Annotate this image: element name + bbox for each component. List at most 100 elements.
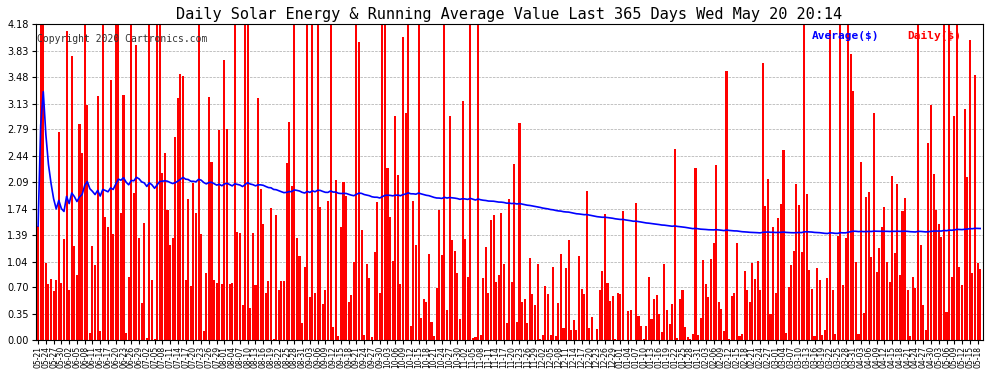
Bar	[617, 293, 619, 340]
Bar	[190, 286, 192, 340]
Bar	[469, 24, 471, 340]
Bar	[767, 179, 769, 340]
Bar	[824, 330, 826, 340]
Bar	[242, 304, 244, 340]
Bar	[601, 271, 603, 340]
Bar	[493, 215, 495, 340]
Bar	[164, 153, 166, 340]
Bar	[97, 96, 99, 340]
Bar	[229, 284, 231, 340]
Bar	[801, 252, 803, 340]
Bar	[158, 24, 160, 340]
Bar	[674, 150, 676, 340]
Bar	[338, 336, 340, 340]
Bar	[407, 24, 409, 340]
Bar	[280, 281, 282, 340]
Bar	[878, 248, 880, 340]
Bar	[234, 24, 236, 340]
Bar	[928, 143, 930, 340]
Bar	[546, 294, 549, 340]
Bar	[532, 294, 534, 340]
Bar	[886, 262, 888, 340]
Bar	[171, 237, 173, 340]
Bar	[394, 116, 396, 340]
Bar	[816, 268, 818, 340]
Bar	[588, 328, 590, 340]
Bar	[104, 217, 107, 340]
Bar	[249, 308, 251, 340]
Bar	[384, 24, 386, 340]
Bar	[604, 214, 606, 340]
Bar	[363, 335, 365, 340]
Bar	[259, 189, 261, 340]
Bar	[925, 330, 927, 340]
Bar	[868, 192, 870, 340]
Bar	[293, 24, 295, 340]
Bar	[399, 284, 402, 340]
Bar	[115, 24, 117, 340]
Bar	[94, 265, 96, 340]
Bar	[650, 319, 652, 340]
Bar	[979, 269, 981, 340]
Bar	[146, 338, 148, 340]
Bar	[671, 304, 673, 340]
Bar	[232, 283, 234, 340]
Bar	[107, 227, 109, 340]
Bar	[708, 297, 710, 340]
Bar	[607, 283, 609, 340]
Bar	[283, 281, 285, 340]
Bar	[347, 302, 349, 340]
Bar	[65, 31, 67, 340]
Bar	[728, 339, 731, 340]
Bar	[849, 54, 851, 340]
Bar	[373, 252, 375, 340]
Bar	[759, 290, 761, 340]
Bar	[909, 336, 912, 340]
Bar	[322, 304, 324, 340]
Bar	[953, 116, 955, 340]
Bar	[702, 260, 704, 340]
Bar	[335, 180, 337, 340]
Bar	[855, 262, 857, 340]
Bar	[580, 289, 583, 340]
Bar	[251, 233, 254, 340]
Bar	[161, 173, 163, 340]
Bar	[751, 263, 753, 340]
Bar	[912, 278, 914, 340]
Bar	[485, 247, 487, 340]
Bar	[772, 227, 774, 340]
Bar	[542, 334, 544, 340]
Bar	[459, 319, 461, 340]
Title: Daily Solar Energy & Running Average Value Last 365 Days Wed May 20 20:14: Daily Solar Energy & Running Average Val…	[176, 7, 842, 22]
Bar	[567, 240, 569, 340]
Bar	[456, 273, 458, 340]
Bar	[148, 24, 150, 340]
Bar	[920, 244, 922, 340]
Bar	[793, 251, 795, 340]
Bar	[45, 263, 47, 340]
Bar	[182, 76, 184, 340]
Bar	[461, 102, 463, 340]
Bar	[731, 296, 733, 340]
Bar	[700, 318, 702, 340]
Bar	[761, 63, 764, 340]
Bar	[304, 267, 306, 340]
Bar	[726, 71, 728, 340]
Bar	[832, 290, 834, 340]
Bar	[782, 150, 784, 340]
Bar	[506, 323, 508, 340]
Bar	[942, 24, 945, 340]
Bar	[285, 163, 287, 340]
Bar	[198, 24, 200, 340]
Bar	[482, 279, 484, 340]
Bar	[734, 293, 736, 340]
Bar	[288, 122, 290, 340]
Bar	[736, 243, 738, 340]
Bar	[312, 24, 314, 340]
Bar	[915, 288, 917, 340]
Bar	[961, 285, 963, 340]
Bar	[239, 233, 241, 340]
Bar	[847, 24, 849, 340]
Bar	[806, 194, 808, 340]
Bar	[511, 282, 513, 340]
